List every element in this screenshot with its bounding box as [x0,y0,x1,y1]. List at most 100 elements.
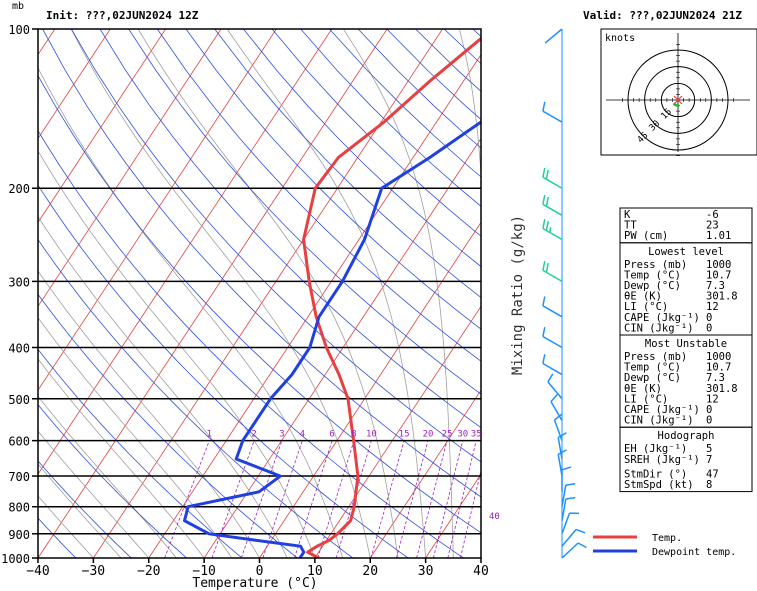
dry-adiabat-line [185,29,481,330]
profile-temperature-line [302,36,481,558]
isobars [38,187,481,535]
legend-dew-label: Dewpoint temp. [652,547,736,558]
wind-barb-flag [542,327,546,337]
index-value: 8 [706,479,712,491]
pressure-unit-label: mb [12,1,24,12]
dry-adiabat-line [156,29,481,362]
moist-adiabat-line [38,150,316,558]
y-tick-label: 500 [8,393,30,407]
dry-adiabat-line [243,29,481,268]
index-value: 0 [706,322,712,334]
wind-barb-flag [549,227,552,233]
legend-temp-label: Temp. [652,533,682,544]
index-label: CIN (Jkg⁻¹) [624,415,694,427]
index-value: 7 [706,454,712,466]
moist-adiabat-line [343,29,454,558]
isotherm-line [38,29,333,475]
mixing-ratio-line [211,440,255,558]
index-value: 10.7 [706,362,731,374]
index-label: EH (Jkg⁻¹) [624,443,687,455]
profile-dewpoint-line [183,120,481,558]
wind-barb-shaft [557,437,563,460]
dry-adiabat-line [99,29,481,429]
moist-adiabat-line [38,430,150,558]
legend: Temp. Dewpoint temp. [593,533,736,558]
isotherm-line [148,53,481,558]
y-tick-label: 800 [8,501,30,515]
index-label: θE (K) [624,291,662,303]
mixing-ratio-label: 20 [423,430,434,440]
wind-barb-flag [545,262,550,273]
index-label: CIN (Jkg⁻¹) [624,322,694,334]
moist-adiabat-line [38,358,205,558]
wind-barb-shaft [544,28,563,44]
moist-adiabat-line [70,29,371,558]
y-tick-label: 400 [8,341,30,355]
wind-barb-flag [542,260,546,271]
mixing-ratio-label: 8 [351,430,356,440]
wind-barb-flag [545,169,550,180]
mixing-ratio-line [164,440,210,558]
index-value: 12 [706,393,719,405]
y-tick-label: 200 [8,182,30,196]
index-label: StmDir (°) [624,468,687,480]
wind-barb-flag [565,482,576,486]
isotherm-line [38,29,111,140]
mixing-ratio-line [447,440,477,558]
mixing-ratio-label: 1 [207,430,212,440]
index-value: 1000 [706,351,731,363]
hodograph-index-box [619,426,753,493]
y-tick-label: 700 [8,470,30,484]
y-tick-label: 100 [8,23,30,37]
mixing-ratio-label: 25 [442,430,453,440]
index-value: 1000 [706,259,731,271]
moist-adiabat-line [38,395,177,558]
index-label: Temp (°C) [624,269,681,281]
moist-adiabat-line [38,66,343,558]
index-value: 1.01 [706,230,731,242]
index-section-title: Lowest level [648,246,724,258]
x-tick-label: −30 [82,564,105,579]
wind-barb-shaft [542,305,563,318]
wind-barb-flag [575,528,586,534]
x-tick-label: 10 [307,564,323,579]
moist-adiabat-line [137,29,399,558]
index-label: K [624,209,631,221]
index-value: -6 [706,209,719,221]
index-value: 10.7 [706,269,731,281]
wind-barb-shaft [561,528,577,547]
index-value: 0 [706,404,712,416]
index-label: Temp (°C) [624,362,681,374]
index-label: CAPE (Jkg⁻¹) [624,312,700,324]
y-tick-label: 600 [8,435,30,449]
mixing-ratio-label: 30 [457,430,468,440]
dry-adiabat-line [38,517,77,558]
wind-barb-flag [561,466,572,471]
valid-label: Valid: ???,02JUN2024 21Z [583,9,742,22]
index-label: TT [624,220,637,232]
dry-adiabat-line [38,348,243,558]
index-value: 12 [706,301,719,313]
wind-barb-flag [577,542,587,549]
y-tick-label: 300 [8,275,30,289]
wind-barb-shaft [561,542,579,559]
wind-barb-shaft [547,381,563,400]
skewt-background-lines [38,29,481,558]
index-value: 7.3 [706,280,725,292]
dry-adiabat-line [38,460,132,558]
moist-adiabat-line [38,215,288,558]
dry-adiabat-line [214,29,481,299]
x-tick-label: 40 [473,564,489,579]
wind-barb-flag [545,196,550,207]
isotherm-line [93,29,443,558]
moist-adiabat-line [38,495,94,558]
dry-adiabat-line [42,29,481,498]
wind-barb-flag [542,296,546,306]
index-section-title: Hodograph [658,430,715,442]
wind-barb-flag [565,496,576,500]
mixing-ratio-label: 3 [279,430,284,440]
wind-barb-flag [542,354,546,364]
wind-barb-shaft [550,401,563,422]
index-value: 23 [706,220,719,232]
